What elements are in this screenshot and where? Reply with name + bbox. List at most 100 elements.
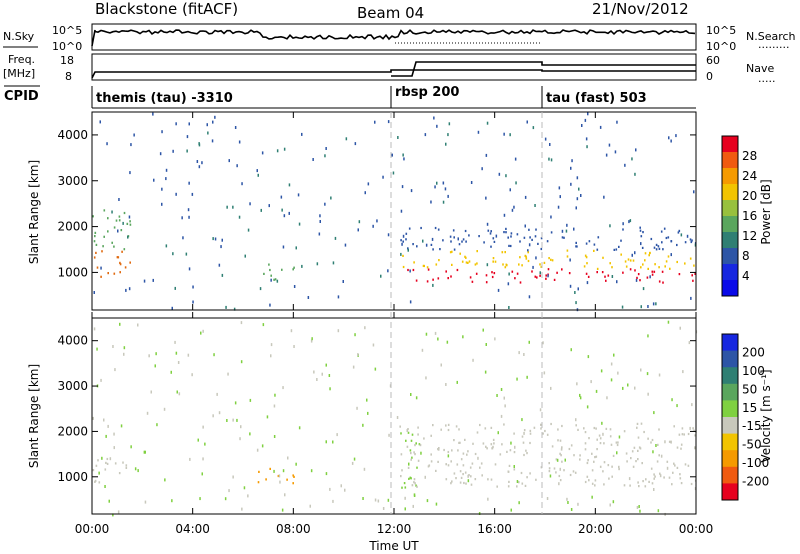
heatmap-cell bbox=[586, 461, 589, 465]
heatmap-cell bbox=[106, 457, 109, 461]
heatmap-cell bbox=[258, 470, 260, 473]
heatmap-cell bbox=[636, 422, 639, 425]
heatmap-cell bbox=[187, 208, 190, 212]
y-tick-label: 2000 bbox=[57, 424, 88, 438]
heatmap-cell bbox=[640, 242, 642, 246]
heatmap-cell bbox=[510, 508, 512, 512]
heatmap-cell bbox=[661, 270, 664, 273]
heatmap-cell bbox=[593, 460, 595, 463]
heatmap-cell bbox=[186, 135, 189, 139]
heatmap-cell bbox=[505, 231, 507, 234]
heatmap-cell bbox=[316, 378, 318, 381]
colorbar-swatch bbox=[722, 400, 738, 418]
heatmap-cell bbox=[469, 466, 472, 469]
heatmap-cell bbox=[509, 244, 512, 248]
heatmap-cell bbox=[449, 235, 452, 238]
time-x-axis: 00:00 04:00 08:00 12:00 16:00 20:00 00:00 bbox=[75, 112, 713, 536]
heatmap-cell bbox=[655, 444, 657, 447]
heatmap-cell bbox=[578, 187, 580, 191]
heatmap-cell bbox=[358, 220, 361, 224]
heatmap-cell bbox=[437, 277, 440, 280]
heatmap-cell bbox=[478, 235, 480, 238]
heatmap-cell bbox=[95, 251, 97, 254]
heatmap-cell bbox=[171, 306, 173, 310]
heatmap-cell bbox=[212, 414, 214, 418]
heatmap-cell bbox=[221, 238, 223, 242]
heatmap-cell bbox=[468, 234, 470, 237]
heatmap-cell bbox=[440, 363, 442, 367]
heatmap-cell bbox=[667, 255, 670, 258]
colorbar-swatch bbox=[722, 200, 738, 217]
heatmap-cell bbox=[133, 133, 135, 137]
heatmap-cell bbox=[414, 482, 416, 485]
heatmap-cell bbox=[503, 213, 506, 217]
heatmap-cell bbox=[412, 504, 414, 508]
heatmap-cell bbox=[662, 281, 664, 284]
heatmap-cell bbox=[114, 462, 117, 465]
heatmap-cell bbox=[650, 441, 652, 444]
heatmap-cell bbox=[634, 386, 636, 390]
heatmap-cell bbox=[437, 228, 440, 231]
heatmap-cell bbox=[98, 481, 101, 484]
heatmap-cell bbox=[527, 249, 529, 252]
heatmap-cell bbox=[610, 362, 613, 366]
heatmap-cell bbox=[568, 447, 571, 451]
heatmap-cell bbox=[262, 323, 265, 327]
heatmap-cell bbox=[487, 478, 489, 481]
heatmap-cell bbox=[344, 243, 347, 247]
heatmap-cell bbox=[249, 202, 251, 206]
heatmap-cell bbox=[529, 441, 531, 445]
heatmap-cell bbox=[400, 475, 402, 478]
nave-label: Nave bbox=[746, 62, 774, 75]
heatmap-cell bbox=[232, 418, 234, 422]
heatmap-cell bbox=[444, 187, 447, 191]
heatmap-cell bbox=[407, 247, 409, 250]
heatmap-cell bbox=[681, 433, 684, 436]
heatmap-cell bbox=[523, 236, 526, 239]
heatmap-cell bbox=[467, 261, 469, 264]
heatmap-cell bbox=[143, 279, 146, 283]
power-colorbar-label: Power [dB] bbox=[759, 179, 773, 244]
heatmap-cell bbox=[628, 220, 630, 224]
heatmap-cell bbox=[623, 484, 626, 487]
heatmap-cell bbox=[508, 272, 510, 276]
heatmap-cell bbox=[328, 374, 331, 377]
heatmap-cell bbox=[293, 285, 296, 288]
heatmap-cell bbox=[104, 468, 107, 471]
heatmap-cell bbox=[650, 467, 653, 470]
heatmap-cell bbox=[570, 444, 573, 447]
heatmap-cell bbox=[463, 481, 465, 485]
heatmap-cell bbox=[103, 235, 105, 238]
heatmap-cell bbox=[567, 501, 569, 504]
heatmap-cell bbox=[492, 237, 495, 240]
heatmap-cell bbox=[575, 241, 577, 244]
power-heatmap-cells bbox=[92, 112, 697, 312]
heatmap-cell bbox=[165, 244, 168, 248]
heatmap-cell bbox=[526, 120, 528, 124]
heatmap-cell bbox=[321, 372, 323, 376]
heatmap-cell bbox=[432, 278, 434, 281]
heatmap-cell bbox=[583, 427, 585, 430]
heatmap-cell bbox=[549, 474, 552, 478]
heatmap-cell bbox=[584, 480, 587, 484]
heatmap-cell bbox=[566, 223, 568, 227]
heatmap-cell bbox=[658, 247, 661, 250]
heatmap-cell bbox=[340, 484, 342, 488]
heatmap-cell bbox=[450, 460, 452, 463]
heatmap-cell bbox=[490, 230, 492, 233]
colorbar-swatch bbox=[722, 184, 738, 201]
heatmap-cell bbox=[377, 499, 380, 503]
heatmap-cell bbox=[93, 291, 95, 294]
heatmap-cell bbox=[199, 497, 201, 501]
heatmap-cell bbox=[518, 263, 520, 266]
heatmap-cell bbox=[119, 261, 121, 264]
heatmap-cell bbox=[293, 475, 295, 478]
heatmap-cell bbox=[372, 343, 375, 347]
heatmap-cell bbox=[632, 465, 635, 468]
heatmap-cell bbox=[627, 258, 630, 261]
heatmap-cell bbox=[658, 428, 660, 431]
heatmap-cell bbox=[240, 425, 242, 429]
heatmap-cell bbox=[564, 458, 566, 462]
heatmap-cell bbox=[362, 423, 364, 427]
heatmap-cell bbox=[498, 172, 501, 176]
